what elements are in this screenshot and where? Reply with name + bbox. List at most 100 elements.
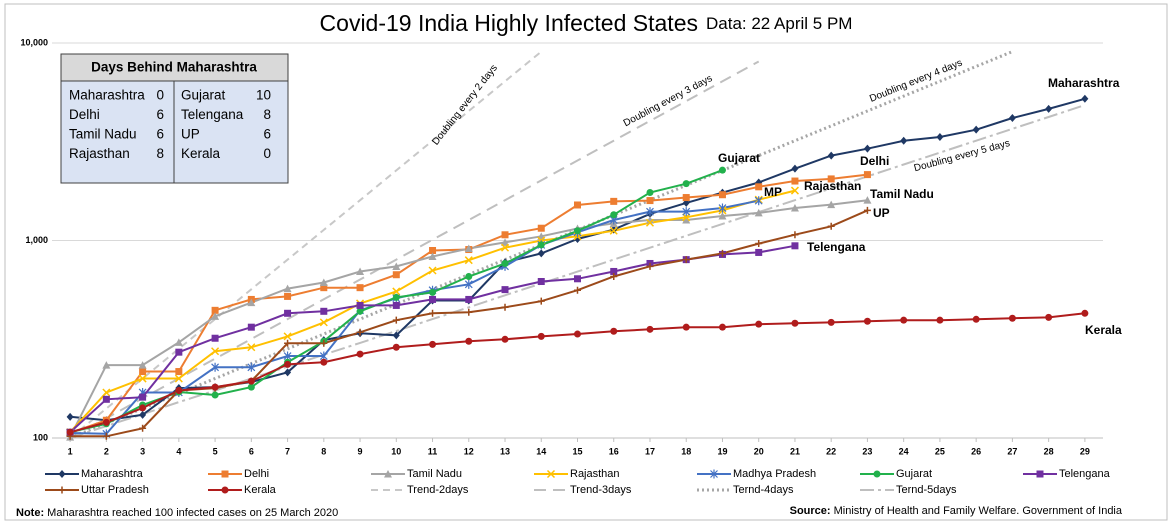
marker	[755, 248, 763, 256]
marker	[718, 191, 726, 199]
marker	[465, 308, 473, 316]
marker	[900, 316, 908, 324]
marker	[211, 391, 219, 399]
marker	[247, 343, 256, 352]
marker	[682, 194, 690, 202]
marker	[537, 278, 545, 286]
marker	[429, 295, 437, 303]
marker	[501, 303, 509, 311]
table-cell: 6	[263, 127, 271, 142]
y-tick-label: 100	[33, 432, 48, 442]
marker	[827, 151, 835, 160]
marker	[718, 203, 727, 213]
marker	[174, 374, 183, 383]
x-tick-label: 13	[500, 446, 510, 456]
marker	[537, 241, 545, 249]
marker	[392, 301, 400, 309]
marker	[755, 320, 763, 328]
table-cell: Delhi	[69, 107, 100, 122]
marker	[501, 335, 509, 343]
marker	[574, 234, 581, 243]
table-cell: Maharashtra	[69, 88, 145, 103]
annotation: Tamil Nadu	[870, 187, 934, 201]
marker	[356, 267, 365, 275]
marker	[211, 306, 219, 314]
marker	[791, 242, 799, 250]
table-cell: 8	[263, 107, 271, 122]
marker	[754, 208, 763, 217]
chart-subtitle: Data: 22 April 5 PM	[706, 14, 852, 33]
marker	[247, 362, 256, 372]
x-tick-label: 21	[790, 446, 800, 456]
x-tick-label: 25	[935, 446, 945, 456]
marker	[247, 298, 256, 307]
marker	[221, 486, 229, 494]
annotation: Rajasthan	[804, 179, 861, 193]
x-tick-label: 5	[213, 446, 218, 456]
marker	[1008, 314, 1016, 322]
marker	[718, 323, 726, 331]
marker	[610, 327, 618, 335]
marker	[936, 132, 944, 141]
marker	[610, 267, 618, 275]
legend-label: Gujarat	[896, 468, 932, 480]
table-cell: Gujarat	[181, 88, 226, 103]
x-tick-label: 10	[391, 446, 401, 456]
marker	[175, 368, 183, 376]
marker	[392, 271, 400, 279]
legend-label: Telengana	[1059, 468, 1111, 480]
marker	[827, 200, 836, 209]
marker	[645, 218, 655, 227]
marker	[247, 377, 255, 385]
marker	[682, 323, 690, 331]
marker	[972, 125, 980, 134]
marker	[392, 262, 401, 270]
marker	[211, 362, 220, 372]
marker	[392, 293, 400, 301]
marker	[247, 383, 255, 391]
legend-label: Delhi	[244, 468, 269, 480]
marker	[1081, 309, 1089, 317]
marker	[710, 469, 718, 479]
marker	[501, 259, 509, 267]
legend-label: Tamil Nadu	[407, 468, 462, 480]
x-tick-label: 14	[536, 446, 546, 456]
marker	[138, 374, 147, 383]
x-tick-label: 8	[321, 446, 326, 456]
marker	[682, 213, 691, 222]
marker	[66, 412, 74, 421]
marker	[609, 226, 618, 235]
marker	[465, 273, 473, 281]
marker	[827, 318, 835, 326]
marker	[392, 331, 400, 340]
marker	[429, 340, 437, 348]
marker	[139, 393, 147, 401]
marker	[574, 275, 581, 283]
x-tick-label: 18	[681, 446, 691, 456]
source-text: Ministry of Health and Family Welfare. G…	[834, 505, 1123, 517]
marker	[827, 222, 835, 230]
x-tick-label: 24	[899, 446, 909, 456]
marker	[873, 470, 881, 478]
x-tick-label: 16	[609, 446, 619, 456]
marker	[610, 211, 618, 219]
x-tick-label: 7	[285, 446, 290, 456]
marker	[754, 196, 763, 206]
marker	[139, 368, 147, 376]
annotation: Maharashtra	[1048, 76, 1120, 90]
x-tick-label: 29	[1080, 446, 1090, 456]
marker	[1045, 104, 1053, 113]
marker	[646, 207, 654, 217]
marker	[718, 212, 727, 220]
note-text: Maharashtra reached 100 infected cases o…	[47, 507, 338, 519]
marker	[211, 347, 220, 356]
marker	[863, 206, 871, 214]
x-tick-label: 1	[68, 446, 73, 456]
marker	[139, 424, 147, 432]
marker	[646, 197, 654, 205]
annotation: UP	[873, 206, 890, 220]
marker	[174, 338, 183, 346]
table-cell: Telengana	[181, 107, 244, 122]
legend-label: Trend-2days	[407, 484, 469, 496]
